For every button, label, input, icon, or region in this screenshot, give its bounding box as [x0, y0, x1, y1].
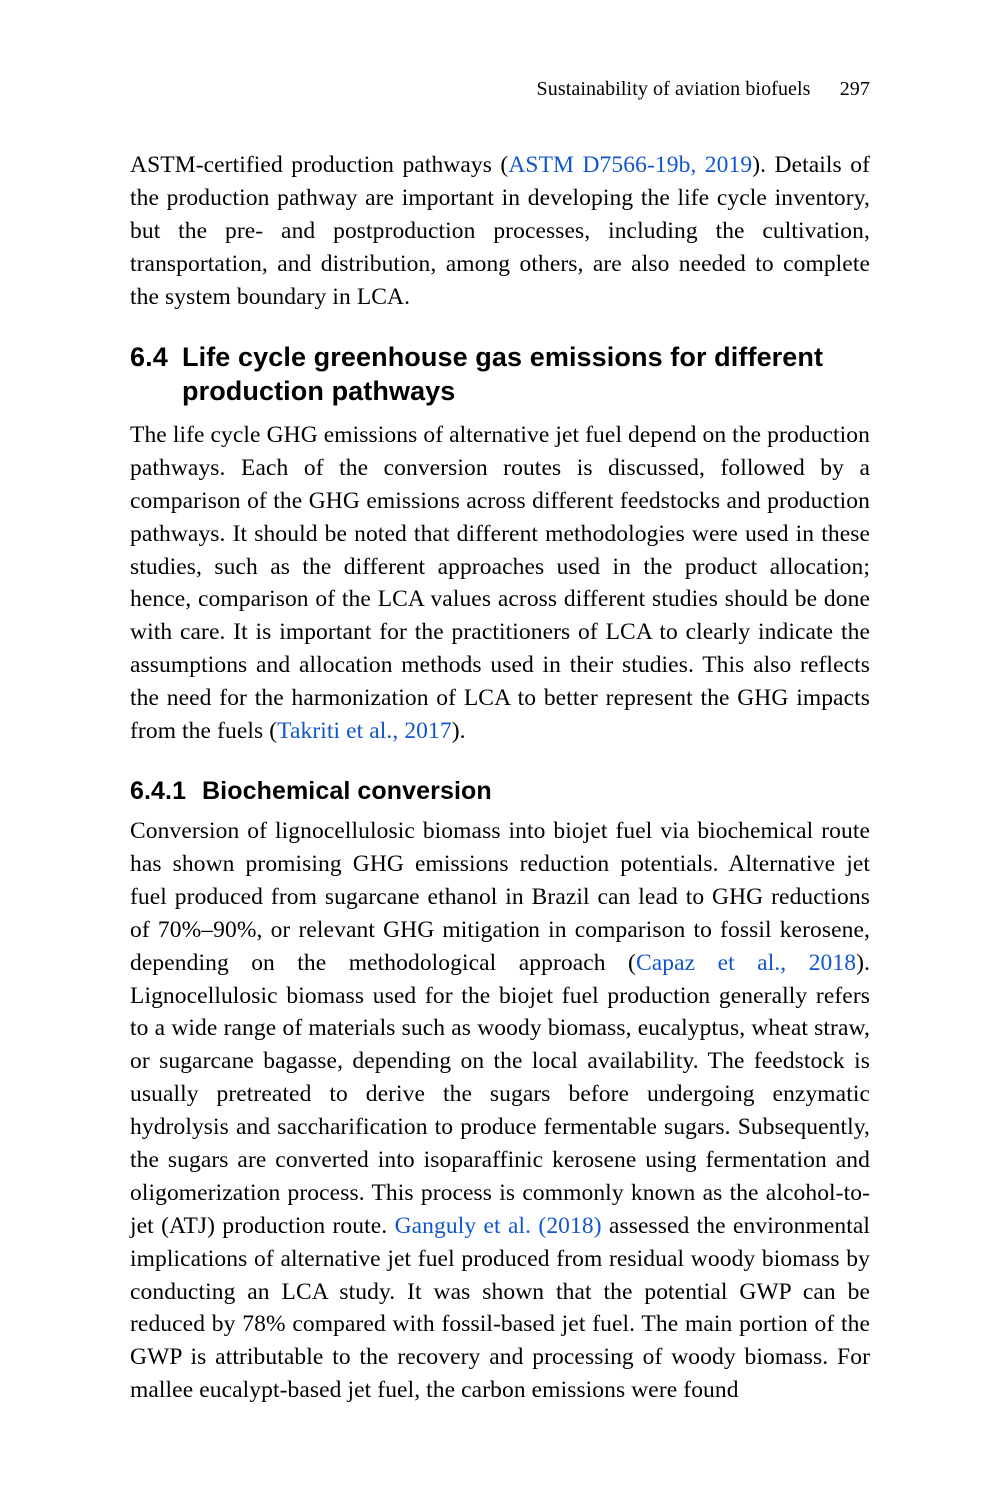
heading-6-4-1-title: Biochemical conversion — [202, 777, 492, 805]
para-6-4-1-mid1: ). Lignocellulosic biomass used for the … — [130, 950, 870, 1239]
para-6-4-post: ). — [452, 718, 466, 744]
page-number: 297 — [840, 78, 870, 100]
citation-capaz[interactable]: Capaz et al., 2018 — [636, 950, 856, 976]
heading-6-4-1-number: 6.4.1 — [130, 776, 202, 807]
para-6-4-1-post1: assessed the environmental implications … — [130, 1213, 870, 1403]
running-title: Sustainability of aviation biofuels — [537, 78, 811, 100]
citation-ganguly[interactable]: Ganguly et al. (2018) — [395, 1213, 602, 1239]
page: Sustainability of aviation biofuels 297 … — [0, 0, 1000, 1500]
lead-pre: ASTM-certified production pathways ( — [130, 152, 508, 178]
para-6-4-pre: The life cycle GHG emissions of alternat… — [130, 422, 870, 744]
para-6-4: The life cycle GHG emissions of alternat… — [130, 419, 870, 748]
para-6-4-1: Conversion of lignocellulosic biomass in… — [130, 815, 870, 1407]
heading-6-4-number: 6.4 — [130, 341, 182, 375]
lead-paragraph: ASTM-certified production pathways (ASTM… — [130, 149, 870, 313]
citation-takriti[interactable]: Takriti et al., 2017 — [277, 718, 452, 744]
heading-6-4-title: Life cycle greenhouse gas emissions for … — [182, 341, 870, 409]
citation-astm[interactable]: ASTM D7566-19b, 2019 — [508, 152, 752, 178]
heading-6-4: 6.4Life cycle greenhouse gas emissions f… — [130, 341, 870, 409]
running-head: Sustainability of aviation biofuels 297 — [130, 78, 870, 101]
heading-6-4-1: 6.4.1Biochemical conversion — [130, 776, 870, 807]
